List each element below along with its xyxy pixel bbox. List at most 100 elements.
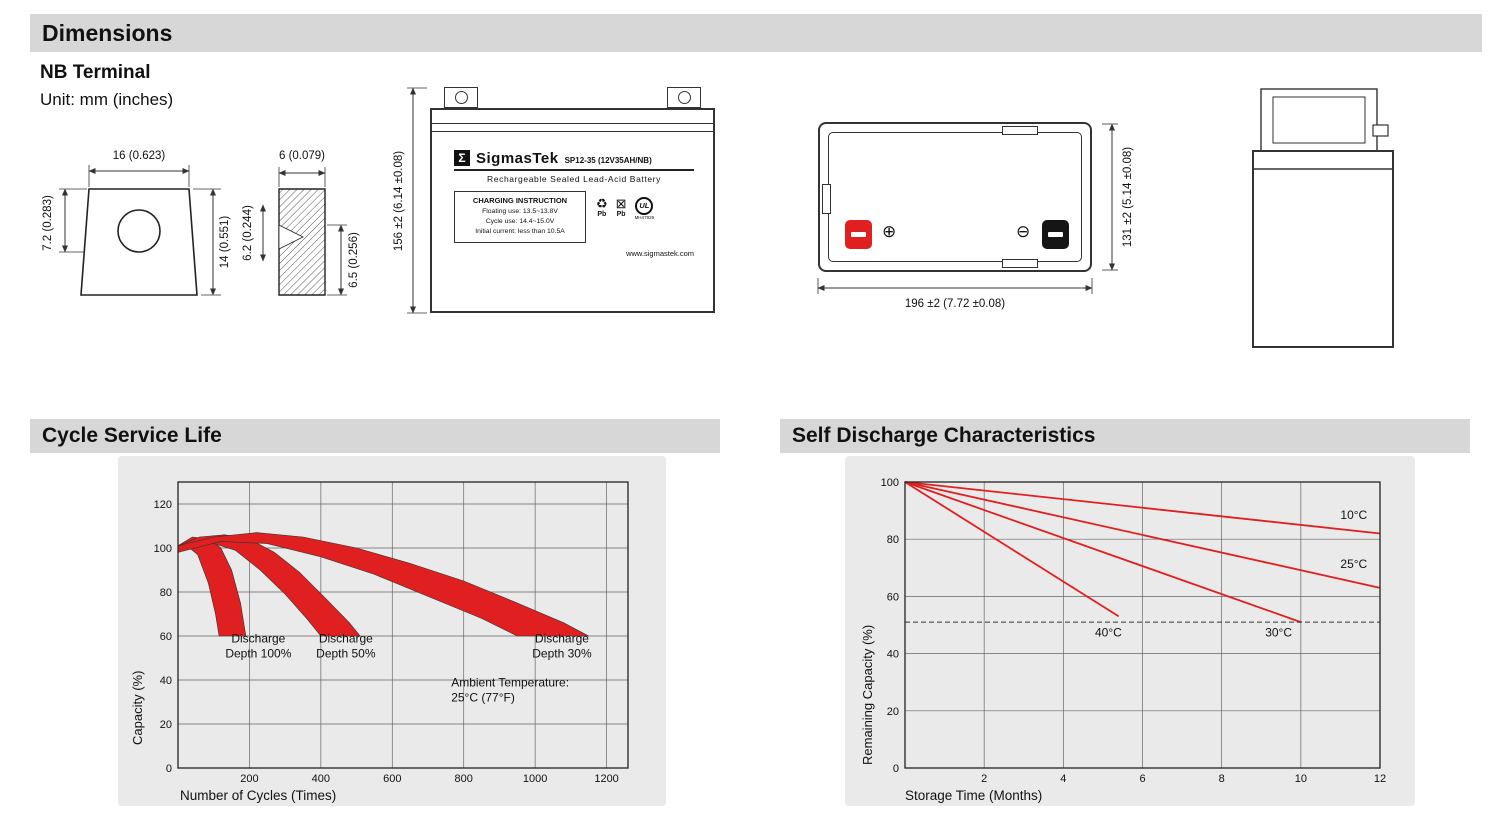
terminal-post-hole [677, 91, 691, 104]
battery-width-dim-label: 196 ±2 (7.72 ±0.08) [905, 298, 1005, 310]
pb-label: Pb [597, 211, 607, 218]
side-terminal-tab [1372, 124, 1389, 137]
svg-text:80: 80 [160, 587, 172, 599]
svg-text:800: 800 [455, 773, 473, 785]
terminal-section-inner-dim: 6.2 (0.244) [242, 205, 254, 261]
svg-text:100: 100 [154, 543, 172, 555]
svg-text:120: 120 [154, 499, 172, 511]
cycle-service-life-title: Cycle Service Life [42, 424, 222, 447]
battery-front-view: Σ SigmasTek SP12-35 (12V35AH/NB) Recharg… [430, 85, 715, 313]
left-edge-notch [822, 184, 831, 214]
battery-width-dimension: 196 ±2 (7.72 ±0.08) [817, 278, 1093, 310]
charging-title: CHARGING INSTRUCTION [472, 196, 568, 205]
svg-text:6: 6 [1139, 773, 1145, 785]
svg-text:25°C: 25°C [1340, 557, 1367, 571]
label-subtitle: Rechargeable Sealed Lead-Acid Battery [487, 174, 661, 184]
terminal-section-hatched [278, 188, 326, 296]
svg-text:10°C: 10°C [1340, 508, 1367, 522]
svg-text:40: 40 [887, 649, 899, 661]
brand-name: SigmasTek [476, 150, 559, 167]
side-body [1252, 150, 1394, 348]
side-terminal-inner [1272, 96, 1366, 144]
terminal-hole [117, 209, 161, 253]
svg-text:10: 10 [1295, 773, 1307, 785]
svg-text:80: 80 [887, 534, 899, 546]
terminal-total-height-dim: 14 (0.551) [219, 216, 231, 269]
dimensions-section-header: Dimensions [30, 14, 1482, 52]
cycle-service-life-chart: 200 400 600 800 1000 1200 0 20 40 60 80 100 120 Disch… [154, 481, 629, 785]
svg-text:200: 200 [240, 773, 258, 785]
website-url: www.sigmastek.com [626, 248, 694, 258]
svg-text:20: 20 [160, 719, 172, 731]
svg-text:Discharge: Discharge [319, 632, 373, 646]
positive-polarity-icon: ⊕ [882, 222, 897, 241]
svg-text:60: 60 [887, 591, 899, 603]
battery-height-dim-label: 156 ±2 (6.14 ±0.08) [393, 151, 405, 251]
self-discharge-chart-panel [845, 456, 1415, 806]
svg-text:4: 4 [1060, 773, 1066, 785]
terminal-bar [1048, 232, 1063, 237]
terminal-type-title: NB Terminal [40, 62, 151, 83]
svg-text:60: 60 [160, 631, 172, 643]
terminal-bar [851, 232, 866, 237]
charging-row: CHARGING INSTRUCTION Floating use: 13.5~… [454, 191, 694, 243]
ul-logo-icon: UL [635, 197, 654, 215]
lid-seam-2 [432, 131, 713, 132]
self-discharge-title: Self Discharge Characteristics [792, 424, 1096, 447]
svg-text:30°C: 30°C [1265, 625, 1292, 639]
svg-text:8: 8 [1219, 773, 1225, 785]
charging-line-cycle: Cycle use: 14.4~15.0V [485, 218, 555, 226]
svg-text:100: 100 [881, 477, 899, 489]
recycle-icon: ♻ [596, 196, 608, 211]
svg-text:1200: 1200 [594, 773, 618, 785]
sigma-logo-icon: Σ [454, 150, 470, 166]
self-discharge-ylabel: Remaining Capacity (%) [860, 624, 875, 765]
svg-text:0: 0 [893, 763, 899, 775]
negative-polarity-icon: ⊖ [1016, 222, 1031, 241]
svg-text:400: 400 [312, 773, 330, 785]
ul-file-number: MH47929 [634, 215, 655, 220]
svg-text:25°C (77°F): 25°C (77°F) [451, 691, 515, 705]
crossed-bin-icon: ⊠ [615, 196, 627, 211]
battery-top-view: ⊕ ⊖ [818, 122, 1092, 272]
terminal-width-dim: 16 (0.623) [113, 150, 166, 162]
negative-terminal-red [845, 220, 872, 249]
terminal-section-drawing: 6 (0.079) 6.2 (0.244) 6.5 (0.256) [242, 150, 360, 296]
terminal-post-left [444, 87, 478, 108]
self-discharge-header: Self Discharge Characteristics [780, 419, 1470, 453]
battery-product-label: Σ SigmasTek SP12-35 (12V35AH/NB) Recharg… [454, 150, 694, 258]
svg-text:Ambient Temperature:: Ambient Temperature: [451, 676, 569, 690]
cycle-service-life-header: Cycle Service Life [30, 419, 720, 453]
charging-line-initial: Initial current: less than 10.5A [475, 228, 565, 236]
terminal-post-hole [454, 91, 468, 104]
cycle-chart-xlabel: Number of Cycles (Times) [180, 788, 337, 803]
pb-recycle-icon: ♻ Pb [596, 197, 608, 218]
svg-text:Depth 100%: Depth 100% [225, 647, 291, 661]
pb-label-2: Pb [616, 211, 626, 218]
pb-no-trash-icon: ⊠ Pb [616, 197, 627, 218]
top-edge-notch [1002, 126, 1038, 135]
charging-line-floating: Floating use: 13.5~13.8V [482, 208, 558, 215]
lid-seam [432, 123, 713, 124]
svg-text:Depth 50%: Depth 50% [316, 647, 376, 661]
charging-instruction-box: CHARGING INSTRUCTION Floating use: 13.5~… [454, 191, 586, 243]
svg-text:1000: 1000 [523, 773, 547, 785]
terminal-post-right [667, 87, 701, 108]
dimensions-section-title: Dimensions [42, 19, 173, 46]
svg-text:40°C: 40°C [1095, 625, 1122, 639]
svg-text:40: 40 [160, 675, 172, 687]
self-discharge-chart: 2 4 6 8 10 12 0 20 40 60 80 100 10°C 25°C 30°C 40°C [881, 477, 1386, 785]
svg-text:12: 12 [1374, 773, 1386, 785]
svg-text:Discharge: Discharge [231, 632, 285, 646]
svg-text:Discharge: Discharge [535, 632, 589, 646]
terminal-upper-height-dim: 7.2 (0.283) [42, 195, 54, 251]
terminal-section-notch [278, 224, 304, 250]
svg-text:2: 2 [981, 773, 987, 785]
brand-row: Σ SigmasTek SP12-35 (12V35AH/NB) [454, 150, 694, 171]
compliance-marks: ♻ Pb ⊠ Pb UL MH47929 [596, 191, 654, 221]
terminal-section-lower-dim: 6.5 (0.256) [348, 232, 360, 288]
battery-height-dimension: 156 ±2 (6.14 ±0.08) [393, 87, 427, 314]
cycle-chart-ylabel: Capacity (%) [130, 670, 145, 745]
terminal-section-width-dim: 6 (0.079) [279, 150, 325, 162]
